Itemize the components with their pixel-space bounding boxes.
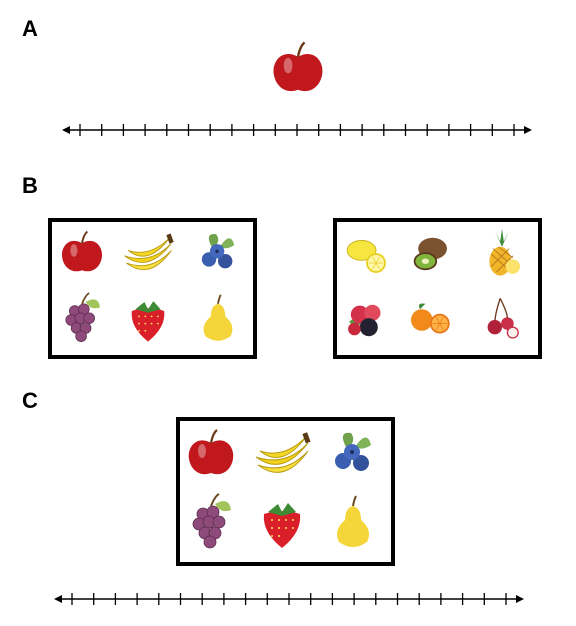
banana-icon	[255, 432, 311, 473]
pear-icon	[337, 495, 369, 547]
arrow-left-icon	[54, 595, 62, 603]
number-line-c	[54, 593, 524, 605]
blueberries-icon	[201, 234, 235, 269]
apple-icon	[188, 429, 234, 475]
panel-label-c: C	[22, 388, 38, 413]
pear-icon	[203, 294, 233, 341]
panel-label-b: B	[22, 173, 38, 198]
pineapple-icon	[489, 228, 520, 276]
apple-icon	[61, 230, 103, 272]
lychee-icon	[487, 298, 519, 339]
raspberry-blackberry-icon	[348, 304, 381, 337]
kiwi-icon	[413, 237, 447, 271]
grapes-icon	[192, 493, 231, 549]
grapes-icon	[65, 292, 100, 342]
lemon-icon	[346, 240, 386, 273]
blueberries-icon	[335, 432, 371, 471]
orange-icon	[411, 303, 450, 334]
panel-label-a: A	[22, 16, 38, 41]
apple-icon	[273, 41, 323, 92]
arrow-right-icon	[524, 126, 532, 134]
number-line-a	[62, 124, 532, 136]
arrow-left-icon	[62, 126, 70, 134]
strawberry-icon	[263, 503, 301, 548]
strawberry-icon	[131, 301, 165, 342]
banana-icon	[124, 233, 174, 271]
arrow-right-icon	[516, 595, 524, 603]
